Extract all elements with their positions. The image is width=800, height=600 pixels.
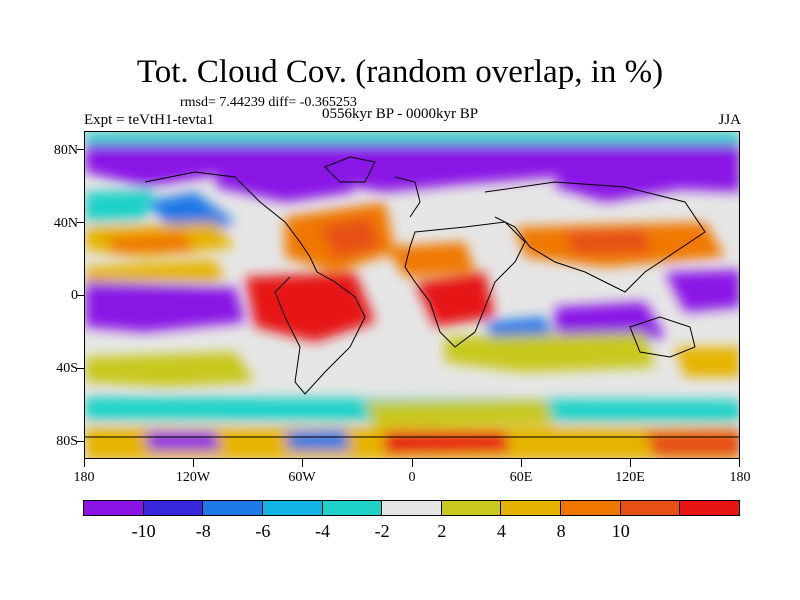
y-tick: [77, 295, 84, 296]
colorbar-label: -2: [374, 521, 390, 541]
colorbar-label: 8: [556, 521, 566, 541]
period-label: 0556kyr BP - 0000kyr BP: [322, 106, 479, 122]
lon-label-0: 0: [408, 470, 416, 485]
x-tick: [412, 459, 413, 467]
y-tick: [77, 222, 84, 223]
colorbar-segment: [261, 500, 323, 516]
colorbar-segment: [381, 500, 442, 516]
lon-label-180w: 180: [73, 470, 95, 485]
x-tick: [739, 459, 740, 467]
lat-label-80n: 80N: [53, 143, 78, 158]
experiment-label: Expt = teVtH1-tevta1: [84, 112, 215, 128]
cloud-cover-map: [85, 132, 739, 458]
lat-label-eq: 0: [71, 288, 78, 303]
colorbar-label: -10: [131, 521, 156, 541]
colorbar-segment: [202, 500, 263, 516]
colorbar: [83, 500, 741, 516]
x-tick: [193, 459, 194, 467]
colorbar-segment: [500, 500, 562, 516]
field-blobs: [85, 132, 739, 458]
colorbar-label: -6: [255, 521, 271, 541]
colorbar-segment: [440, 500, 502, 516]
y-tick: [77, 368, 84, 369]
colorbar-segment: [321, 500, 383, 516]
lon-label-180e: 180: [729, 470, 751, 485]
colorbar-label: -8: [195, 521, 211, 541]
map-panel: [84, 131, 740, 459]
colorbar-label: 4: [496, 521, 506, 541]
lon-label-120e: 120E: [615, 470, 645, 485]
colorbar-segment: [560, 500, 621, 516]
x-tick: [302, 459, 303, 467]
colorbar-segment: [679, 500, 741, 516]
season-label: JJA: [718, 112, 741, 128]
x-tick: [521, 459, 522, 467]
x-tick: [630, 459, 631, 467]
stats-line: rmsd= 7.44239 diff= -0.365253: [180, 95, 357, 110]
lon-label-120w: 120W: [175, 470, 211, 485]
figure-title: Tot. Cloud Cov. (random overlap, in %): [136, 54, 664, 90]
colorbar-segment: [619, 500, 681, 516]
y-tick: [77, 149, 84, 150]
colorbar-label: -4: [315, 521, 331, 541]
lat-label-80s: 80S: [56, 434, 78, 449]
x-tick: [84, 459, 85, 467]
colorbar-segment: [83, 500, 144, 516]
lat-label-40n: 40N: [53, 216, 78, 231]
colorbar-segment: [142, 500, 204, 516]
colorbar-label: 2: [437, 521, 447, 541]
lon-label-60e: 60E: [509, 470, 533, 485]
lat-label-40s: 40S: [56, 361, 78, 376]
colorbar-label: 10: [611, 521, 630, 541]
y-tick: [77, 441, 84, 442]
coastlines: [85, 156, 739, 438]
lon-label-60w: 60W: [288, 470, 316, 485]
